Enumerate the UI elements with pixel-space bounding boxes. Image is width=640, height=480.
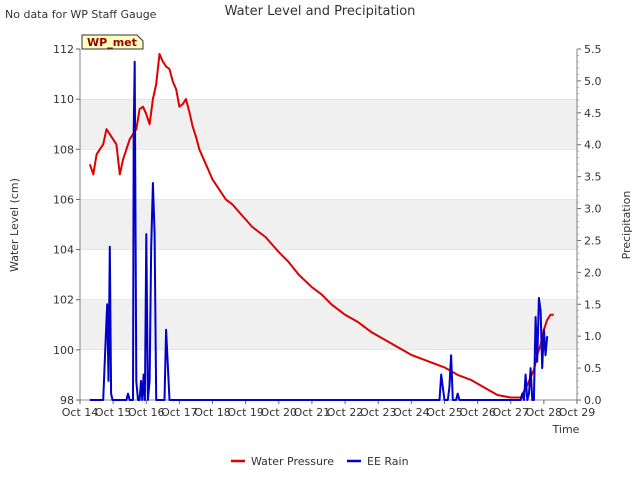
right-tick-label-10: 5.0 — [584, 75, 602, 88]
legend-label-water-pressure: Water Pressure — [251, 455, 334, 468]
no-data-note: No data for WP Staff Gauge — [5, 8, 157, 21]
right-axis-label: Precipitation — [620, 191, 633, 260]
right-axis: 0.0 0.5 1.0 1.5 2.0 2.5 3.0 3.5 4.0 4.5 5.0 5.5 — [576, 43, 602, 407]
x-tick-label-3: Oct 17 — [161, 406, 198, 419]
x-tick-label-0: Oct 14 — [62, 406, 99, 419]
right-tick-label-6: 3.0 — [584, 203, 602, 216]
x-axis-label: Time — [552, 423, 580, 436]
right-tick-label-9: 4.5 — [584, 107, 602, 120]
site-badge: WP_met — [81, 34, 144, 50]
right-tick-label-2: 1.0 — [584, 330, 602, 343]
plot-area — [80, 49, 577, 400]
left-tick-label-3: 104 — [53, 244, 74, 257]
x-tick-label-14: Oct 28 — [526, 406, 563, 419]
legend: Water Pressure EE Rain — [231, 455, 409, 468]
right-tick-label-0: 0.0 — [584, 394, 602, 407]
x-tick-label-10: Oct 24 — [393, 406, 430, 419]
chart-title: Water Level and Precipitation — [225, 4, 416, 19]
left-tick-label-0: 98 — [60, 394, 74, 407]
left-axis-label: Water Level (cm) — [8, 178, 21, 272]
x-tick-label-11: Oct 25 — [426, 406, 463, 419]
right-tick-label-4: 2.0 — [584, 266, 602, 279]
grid-band-0 — [80, 299, 577, 350]
right-tick-label-3: 1.5 — [584, 298, 602, 311]
x-tick-label-6: Oct 20 — [261, 406, 298, 419]
series-layer — [88, 53, 554, 401]
x-tick-label-13: Oct 27 — [492, 406, 529, 419]
grid-band-2 — [80, 99, 577, 150]
x-tick-label-15: Oct 29 — [559, 406, 596, 419]
x-tick-label-9: Oct 23 — [360, 406, 397, 419]
x-tick-label-2: Oct 16 — [128, 406, 165, 419]
series-line-water-pressure — [88, 53, 554, 399]
left-tick-label-4: 106 — [53, 193, 74, 206]
x-tick-label-5: Oct 19 — [227, 406, 264, 419]
right-tick-label-1: 0.5 — [584, 362, 602, 375]
left-tick-label-6: 110 — [53, 93, 74, 106]
series-line-ee-rain — [89, 60, 549, 401]
legend-label-ee-rain: EE Rain — [367, 455, 409, 468]
right-tick-label-11: 5.5 — [584, 43, 602, 56]
x-tick-label-7: Oct 21 — [294, 406, 331, 419]
left-tick-label-2: 102 — [53, 294, 74, 307]
x-tick-label-12: Oct 26 — [459, 406, 496, 419]
x-tick-label-4: Oct 18 — [194, 406, 231, 419]
right-tick-label-7: 3.5 — [584, 171, 602, 184]
right-tick-label-8: 4.0 — [584, 139, 602, 152]
right-tick-label-5: 2.5 — [584, 234, 602, 247]
left-tick-label-7: 112 — [53, 43, 74, 56]
left-tick-label-1: 100 — [53, 344, 74, 357]
x-tick-label-1: Oct 15 — [95, 406, 132, 419]
x-tick-label-8: Oct 22 — [327, 406, 364, 419]
grid-band-1 — [80, 199, 577, 250]
left-tick-label-5: 108 — [53, 143, 74, 156]
site-badge-label: WP_met — [87, 36, 137, 49]
left-axis: 98 100 102 104 106 108 110 112 — [53, 43, 81, 407]
